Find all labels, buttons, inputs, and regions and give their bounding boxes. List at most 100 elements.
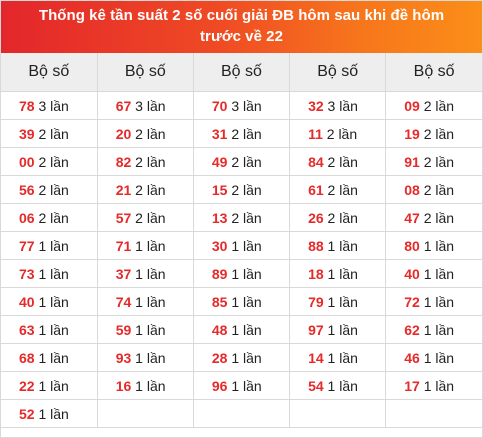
occurrence-count: 2 lần: [231, 210, 261, 226]
number-pair: 30: [212, 238, 228, 254]
occurrence-count: 1 lần: [328, 238, 358, 254]
occurrence-count: 2 lần: [231, 182, 261, 198]
occurrence-count: 1 lần: [135, 322, 165, 338]
table-cell: [97, 400, 193, 428]
table-cell: 80 1 lần: [386, 232, 482, 260]
table-cell: 30 1 lần: [193, 232, 289, 260]
number-pair: 70: [212, 98, 228, 114]
table-cell: 49 2 lần: [193, 148, 289, 176]
occurrence-count: 2 lần: [424, 182, 454, 198]
table-cell: 40 1 lần: [386, 260, 482, 288]
table-cell: 57 2 lần: [97, 204, 193, 232]
table-cell: 15 2 lần: [193, 176, 289, 204]
number-pair: 88: [308, 238, 324, 254]
number-pair: 68: [19, 350, 35, 366]
number-pair: 74: [116, 294, 132, 310]
number-pair: 48: [212, 322, 228, 338]
table-cell: 19 2 lần: [386, 120, 482, 148]
occurrence-count: 1 lần: [135, 266, 165, 282]
occurrence-count: 2 lần: [424, 98, 454, 114]
number-pair: 96: [212, 378, 228, 394]
number-pair: 80: [404, 238, 420, 254]
number-pair: 79: [308, 294, 324, 310]
table-cell: 84 2 lần: [290, 148, 386, 176]
occurrence-count: 1 lần: [328, 350, 358, 366]
number-pair: 49: [212, 154, 228, 170]
table-cell: 31 2 lần: [193, 120, 289, 148]
number-pair: 31: [212, 126, 228, 142]
table-cell: 67 3 lần: [97, 92, 193, 120]
number-pair: 06: [19, 210, 35, 226]
table-cell: 06 2 lần: [1, 204, 97, 232]
column-header: Bộ số: [97, 53, 193, 92]
number-pair: 20: [116, 126, 132, 142]
occurrence-count: 2 lần: [38, 210, 68, 226]
number-pair: 97: [308, 322, 324, 338]
number-pair: 28: [212, 350, 228, 366]
table-cell: 13 2 lần: [193, 204, 289, 232]
table-cell: 97 1 lần: [290, 316, 386, 344]
number-pair: 73: [19, 266, 35, 282]
table-cell: 17 1 lần: [386, 372, 482, 400]
occurrence-count: 3 lần: [38, 98, 68, 114]
occurrence-count: 2 lần: [135, 182, 165, 198]
number-pair: 85: [212, 294, 228, 310]
occurrence-count: 2 lần: [328, 154, 358, 170]
number-pair: 77: [19, 238, 35, 254]
table-row: 22 1 lần 16 1 lần 96 1 lần 54 1 lần 17 1 lần: [1, 372, 482, 400]
table-cell: 18 1 lần: [290, 260, 386, 288]
table-cell: 77 1 lần: [1, 232, 97, 260]
table-cell: 93 1 lần: [97, 344, 193, 372]
table-row: 00 2 lần 82 2 lần 49 2 lần 84 2 lần 91 2 lần: [1, 148, 482, 176]
table-cell: 56 2 lần: [1, 176, 97, 204]
number-pair: 14: [308, 350, 324, 366]
occurrence-count: 1 lần: [424, 294, 454, 310]
number-pair: 39: [19, 126, 35, 142]
table-cell: 88 1 lần: [290, 232, 386, 260]
number-pair: 82: [116, 154, 132, 170]
table-cell: 46 1 lần: [386, 344, 482, 372]
occurrence-count: 2 lần: [38, 126, 68, 142]
table-cell: 79 1 lần: [290, 288, 386, 316]
column-header: Bộ số: [1, 53, 97, 92]
table-cell: 37 1 lần: [97, 260, 193, 288]
number-pair: 19: [404, 126, 420, 142]
table-row: 06 2 lần 57 2 lần 13 2 lần 26 2 lần 47 2 lần: [1, 204, 482, 232]
occurrence-count: 1 lần: [424, 238, 454, 254]
number-pair: 67: [116, 98, 132, 114]
occurrence-count: 3 lần: [328, 98, 358, 114]
table-row: 68 1 lần 93 1 lần 28 1 lần 14 1 lần 46 1 lần: [1, 344, 482, 372]
page-title: Thống kê tần suất 2 số cuối giải ĐB hôm …: [1, 1, 482, 53]
occurrence-count: 1 lần: [231, 294, 261, 310]
number-pair: 18: [308, 266, 324, 282]
occurrence-count: 1 lần: [424, 378, 454, 394]
table-header-row: Bộ số Bộ số Bộ số Bộ số Bộ số: [1, 53, 482, 92]
occurrence-count: 1 lần: [38, 294, 68, 310]
number-pair: 62: [404, 322, 420, 338]
occurrence-count: 2 lần: [38, 154, 68, 170]
occurrence-count: 2 lần: [135, 210, 165, 226]
table-cell: 48 1 lần: [193, 316, 289, 344]
table-cell: 73 1 lần: [1, 260, 97, 288]
number-pair: 00: [19, 154, 35, 170]
table-cell: 82 2 lần: [97, 148, 193, 176]
occurrence-count: 1 lần: [38, 322, 68, 338]
table-cell: 70 3 lần: [193, 92, 289, 120]
number-pair: 84: [308, 154, 324, 170]
occurrence-count: 2 lần: [38, 182, 68, 198]
table-cell: [290, 400, 386, 428]
occurrence-count: 1 lần: [328, 322, 358, 338]
occurrence-count: 1 lần: [135, 294, 165, 310]
occurrence-count: 1 lần: [328, 378, 358, 394]
table-cell: 22 1 lần: [1, 372, 97, 400]
occurrence-count: 1 lần: [38, 406, 68, 422]
number-pair: 40: [404, 266, 420, 282]
number-pair: 22: [19, 378, 35, 394]
number-pair: 93: [116, 350, 132, 366]
occurrence-count: 2 lần: [231, 154, 261, 170]
occurrence-count: 1 lần: [328, 294, 358, 310]
table-cell: 62 1 lần: [386, 316, 482, 344]
number-pair: 63: [19, 322, 35, 338]
table-cell: 32 3 lần: [290, 92, 386, 120]
table-cell: 68 1 lần: [1, 344, 97, 372]
